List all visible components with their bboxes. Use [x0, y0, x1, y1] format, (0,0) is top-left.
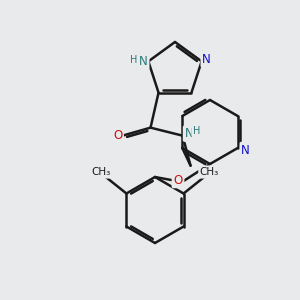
Text: N: N	[139, 55, 148, 68]
Text: H: H	[193, 126, 200, 136]
Text: CH₃: CH₃	[200, 167, 219, 177]
Text: H: H	[130, 55, 137, 65]
Text: O: O	[113, 129, 122, 142]
Text: N: N	[202, 53, 211, 66]
Text: O: O	[173, 173, 183, 187]
Text: N: N	[184, 127, 193, 140]
Text: CH₃: CH₃	[91, 167, 110, 177]
Text: N: N	[241, 143, 250, 157]
